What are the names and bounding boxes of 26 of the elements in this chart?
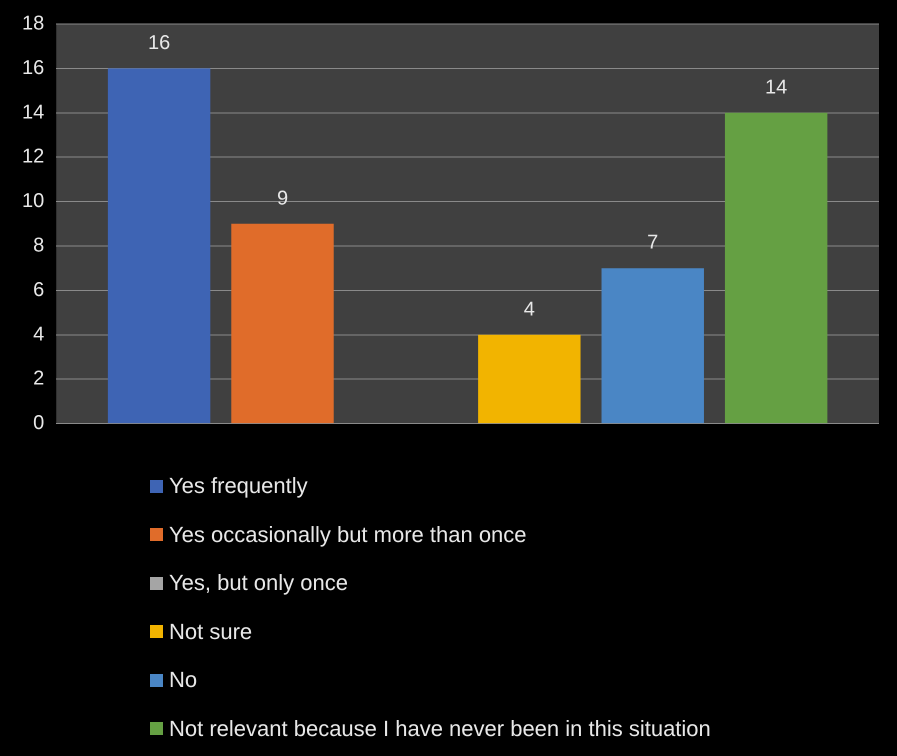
data-label: 7 — [647, 232, 658, 254]
y-tick-label: 10 — [22, 190, 44, 212]
legend-label: Yes occasionally but more than once — [169, 522, 527, 548]
data-label: 9 — [276, 187, 288, 210]
legend-label: Not sure — [169, 618, 252, 645]
y-tick-label: 18 — [22, 12, 44, 35]
y-tick-label: 0 — [33, 412, 44, 434]
bar — [602, 268, 704, 424]
y-tick-label: 6 — [33, 278, 44, 301]
legend-label: Yes, but only once — [169, 570, 348, 596]
y-tick-label: 16 — [22, 56, 44, 79]
bar — [724, 112, 828, 424]
legend-label: Not relevant because I have never been in this situation — [169, 716, 711, 742]
y-tick-label: 8 — [33, 234, 44, 257]
legend-label: No — [169, 667, 198, 694]
bar — [478, 334, 581, 424]
legend-label: Yes frequently — [169, 473, 308, 500]
data-label: 14 — [765, 76, 788, 98]
data-label: 16 — [148, 32, 170, 54]
y-tick-label: 14 — [22, 101, 44, 124]
bar — [231, 224, 334, 424]
y-tick-label: 4 — [33, 323, 44, 346]
y-tick-label: 12 — [22, 146, 44, 168]
bar — [108, 68, 210, 424]
data-label: 4 — [524, 298, 535, 320]
y-tick-label: 2 — [33, 368, 44, 390]
